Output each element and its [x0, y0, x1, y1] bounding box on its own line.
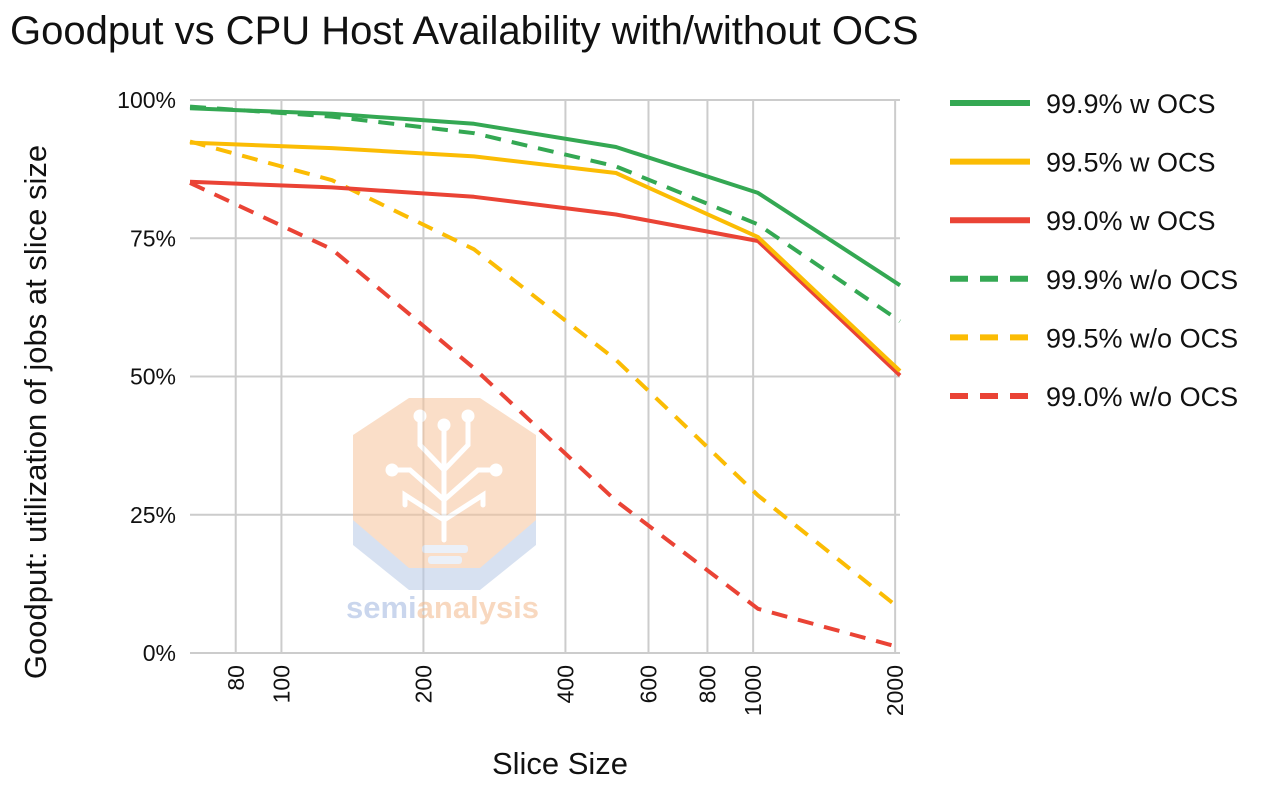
y-axis-ticks: 0% 25% 50% 75% 100% [117, 87, 176, 666]
legend-item: 99.9% w/o OCS [950, 265, 1238, 295]
series-line-99-0-w-ocs [189, 179, 902, 377]
circuit-tree-icon [385, 409, 503, 543]
x-tick-label: 80 [223, 665, 249, 691]
x-axis-title: Slice Size [492, 746, 628, 781]
y-tick-label: 100% [117, 87, 176, 113]
y-axis-title: Goodput: utilization of jobs at slice si… [18, 145, 53, 679]
watermark-logo: semianalysis [346, 398, 539, 625]
legend-item: 99.0% w/o OCS [950, 382, 1238, 412]
series-line-99-5-w-ocs [189, 140, 902, 373]
x-tick-label: 100 [268, 665, 294, 703]
legend-label: 99.0% w/o OCS [1046, 382, 1238, 412]
y-tick-label: 25% [130, 502, 176, 528]
watermark-brand: semianalysis [346, 590, 539, 625]
y-tick-label: 75% [130, 225, 176, 251]
x-tick-label: 200 [410, 665, 436, 703]
chart-title: Goodput vs CPU Host Availability with/wi… [10, 9, 919, 53]
series-line-99-5-w-o-ocs [189, 139, 902, 611]
legend-label: 99.9% w/o OCS [1046, 265, 1238, 295]
bulb-base [422, 545, 468, 564]
watermark-brand-semi: semi [346, 590, 417, 625]
x-tick-label: 2000 [882, 665, 908, 716]
legend-item: 99.5% w/o OCS [950, 323, 1238, 353]
y-tick-label: 0% [143, 640, 176, 666]
x-tick-label: 600 [636, 665, 662, 703]
legend-label: 99.5% w/o OCS [1046, 323, 1238, 353]
grid-layer [190, 99, 900, 654]
series-line-99-9-w-ocs [189, 106, 902, 287]
legend-label: 99.5% w OCS [1046, 148, 1216, 178]
series-line-99-9-w-o-ocs [189, 104, 902, 323]
legend-label: 99.9% w OCS [1046, 89, 1216, 119]
x-tick-label: 1000 [740, 665, 766, 716]
x-tick-label: 400 [552, 665, 578, 703]
x-tick-label: 800 [694, 665, 720, 703]
y-tick-label: 50% [130, 364, 176, 390]
watermark-brand-analysis: analysis [417, 590, 539, 625]
legend-item: 99.0% w OCS [950, 206, 1216, 236]
legend: 99.9% w OCS 99.5% w OCS 99.0% w OCS 99.9% w… [950, 89, 1238, 412]
legend-item: 99.9% w OCS [950, 89, 1216, 119]
legend-label: 99.0% w OCS [1046, 206, 1216, 236]
legend-item: 99.5% w OCS [950, 148, 1216, 178]
x-axis-ticks: 80 100 200 400 600 800 1000 2000 [223, 665, 908, 716]
series-layer [189, 104, 902, 650]
series-line-99-0-w-o-ocs [189, 181, 901, 650]
